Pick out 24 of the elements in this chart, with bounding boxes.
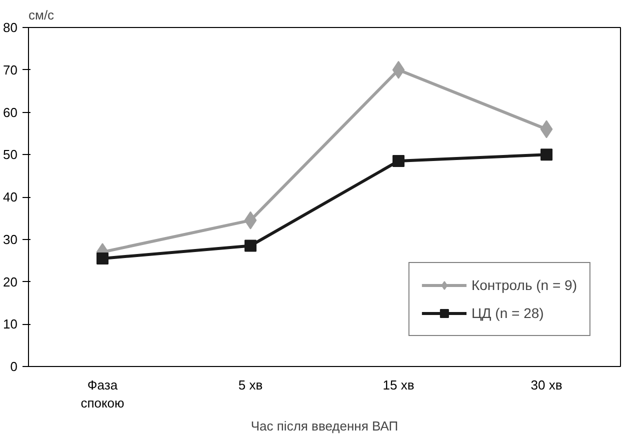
point: [392, 154, 404, 167]
y-tick-label: 80: [3, 20, 18, 35]
y-tick-label: 30: [3, 232, 18, 247]
y-tick-label: 50: [3, 147, 18, 162]
point: [540, 148, 552, 161]
x-tick-label: 30 хв: [530, 378, 562, 392]
point: [244, 211, 257, 230]
legend-label: ЦД (n = 28): [471, 305, 544, 321]
legend-label: Контроль (n = 9): [471, 277, 577, 293]
x-tick-label: Фаза спокою: [80, 378, 125, 410]
x-tick-label: 5 хв: [238, 378, 263, 392]
y-tick-label: 20: [3, 274, 18, 290]
point: [96, 252, 108, 264]
y-tick-label: 40: [3, 190, 18, 204]
y-tick-label: 60: [3, 104, 18, 120]
point: [244, 240, 256, 252]
point: [540, 120, 553, 138]
y-axis-title: см/с: [28, 8, 55, 22]
x-axis-title: Час після введення ВАП: [250, 418, 398, 434]
point: [392, 60, 405, 79]
y-tick-label: 10: [3, 316, 18, 332]
x-tick-label: 15 хв: [382, 378, 414, 392]
y-tick-label: 70: [3, 62, 18, 78]
y-tick-label: 0: [10, 359, 18, 374]
